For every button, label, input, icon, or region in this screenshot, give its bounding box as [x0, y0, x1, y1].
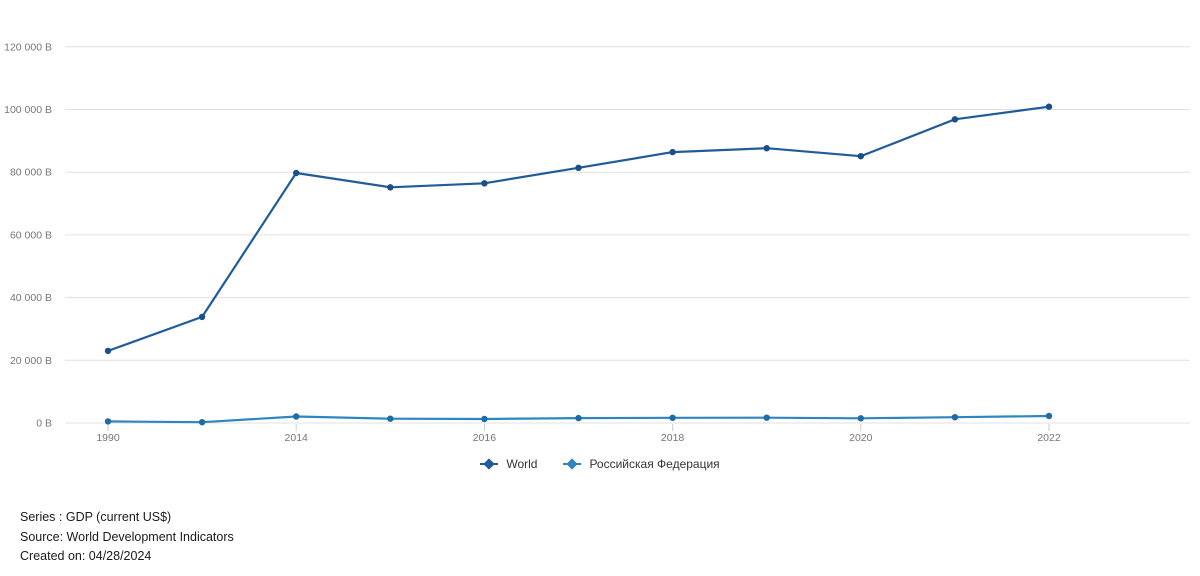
y-axis-tick-label: 100 000 B — [4, 104, 52, 116]
series-point[interactable] — [198, 419, 206, 426]
y-axis-tick-label: 20 000 B — [10, 355, 52, 367]
series-point[interactable] — [104, 347, 112, 355]
series-point[interactable] — [669, 414, 676, 421]
legend-label-world: World — [506, 457, 538, 471]
series-point[interactable] — [575, 414, 582, 422]
y-axis-tick-label: 60 000 B — [10, 229, 52, 241]
legend-item-russian-federation[interactable]: Российская Федерация — [563, 457, 720, 471]
x-axis-tick-label: 2022 — [1037, 432, 1061, 444]
legend-item-world[interactable]: World — [480, 457, 537, 471]
series-point[interactable] — [763, 145, 770, 152]
chart-footer: Series : GDP (current US$) Source: World… — [20, 508, 234, 567]
series-point[interactable] — [1045, 412, 1053, 420]
series-point[interactable] — [481, 180, 488, 187]
series-point[interactable] — [481, 415, 488, 423]
series-point[interactable] — [198, 313, 206, 321]
series-point[interactable] — [857, 415, 864, 422]
world-series-marker-icon — [480, 458, 499, 470]
x-axis-tick-label: 2018 — [661, 432, 685, 444]
footer-source-line: Source: World Development Indicators — [20, 529, 234, 544]
chart-canvas: 0 B 20 000 B 40 000 B 60 000 B 80 000 B 100 0… — [4, 41, 1190, 444]
legend-label-russian-federation: Российская Федерация — [589, 457, 720, 471]
x-axis-tick-label: 2014 — [285, 432, 309, 444]
x-axis-tick-label: 2020 — [849, 432, 873, 444]
gdp-line-chart: 0 B 20 000 B 40 000 B 60 000 B 80 000 B 100 0… — [4, 41, 1190, 444]
series-point[interactable] — [575, 164, 582, 171]
x-axis-tick-label: 2016 — [473, 432, 497, 444]
footer-created-line: Created on: 04/28/2024 — [20, 549, 152, 563]
series-point[interactable] — [951, 116, 959, 123]
y-axis-tick-label: 120 000 B — [4, 41, 52, 53]
y-axis-tick-label: 0 B — [36, 418, 52, 430]
series-point[interactable] — [293, 413, 300, 420]
footer-series-line: Series : GDP (current US$) — [20, 510, 172, 524]
series-line-0 — [106, 105, 1051, 352]
series-point[interactable] — [1045, 103, 1053, 110]
series-point[interactable] — [669, 148, 676, 156]
series-point[interactable] — [763, 414, 770, 421]
series-point[interactable] — [951, 414, 959, 421]
y-axis-tick-label: 80 000 B — [10, 167, 52, 179]
series-point[interactable] — [293, 169, 300, 177]
series-point[interactable] — [387, 415, 394, 422]
russian-federation-series-marker-icon — [563, 458, 582, 470]
series-point[interactable] — [104, 418, 112, 425]
y-axis-tick-label: 40 000 B — [10, 292, 52, 304]
x-axis-tick-label: 1990 — [96, 432, 120, 444]
chart-legend: World Российская Федерация — [0, 457, 1200, 471]
series-point[interactable] — [387, 184, 394, 191]
series-point[interactable] — [857, 153, 864, 160]
